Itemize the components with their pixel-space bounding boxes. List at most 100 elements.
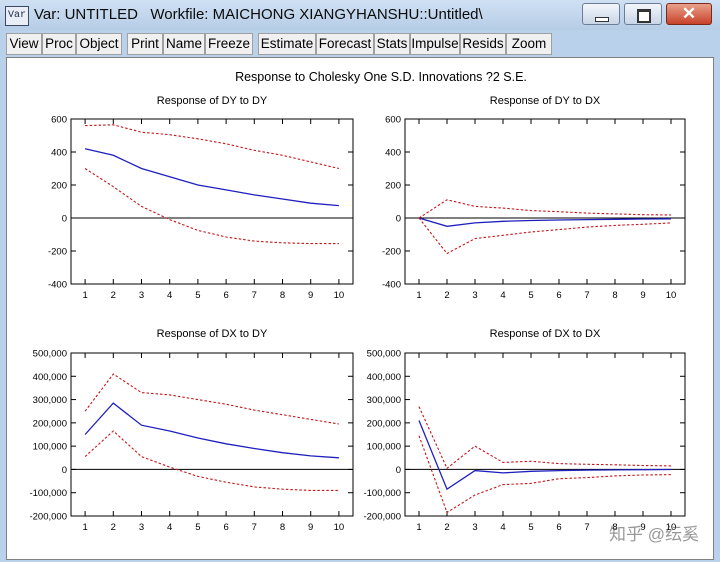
x-tick-label: 3 [139,290,144,301]
y-tick-label: 200 [51,181,67,192]
x-tick-label: 9 [640,290,645,301]
confidence-band-upper [418,406,672,470]
x-tick-label: 6 [223,290,228,301]
name-button[interactable]: Name [163,33,205,55]
x-tick-label: 2 [111,290,116,301]
x-tick-label: 9 [308,290,313,301]
eviews-var-icon[interactable]: Var [5,6,29,26]
watermark-text: 知乎 @纭奚 [609,525,699,544]
x-tick-label: 1 [82,290,87,301]
x-tick-label: 5 [528,522,533,533]
print-button[interactable]: Print [127,33,163,55]
x-tick-label: 2 [111,522,116,533]
panel-title: Response of DX to DY [157,328,268,340]
y-tick-label: 0 [62,214,67,225]
x-tick-label: 6 [223,522,228,533]
x-tick-label: 9 [640,522,645,533]
impulse-response-figure: Response to Cholesky One S.D. Innovation… [29,70,699,544]
close-button[interactable]: ✕ [666,3,712,25]
object-button[interactable]: Object [76,33,122,55]
impulse-response-line [418,217,672,227]
zoom-button[interactable]: Zoom [506,33,552,55]
x-tick-label: 4 [167,522,172,533]
minimize-button[interactable] [582,3,620,25]
x-tick-label: 8 [612,290,617,301]
y-tick-label: -400 [382,280,401,291]
plot-frame [404,118,686,285]
impulse-button[interactable]: Impulse [410,33,460,55]
x-tick-label: 2 [444,290,449,301]
y-tick-label: -200 [48,247,67,258]
y-tick-label: 400 [51,148,67,159]
y-tick-label: 0 [396,465,401,476]
estimate-button[interactable]: Estimate [258,33,316,55]
x-tick-label: 5 [195,290,200,301]
x-tick-label: 1 [82,522,87,533]
x-tick-label: 10 [334,290,345,301]
x-tick-label: 4 [500,522,505,533]
y-tick-label: 500,000 [33,349,67,360]
confidence-band-upper [418,199,672,219]
y-tick-label: 300,000 [33,395,67,406]
plot-frame [70,352,354,517]
y-tick-label: 100,000 [367,442,401,453]
maximize-button[interactable] [624,3,662,25]
x-tick-label: 5 [195,522,200,533]
proc-button[interactable]: Proc [42,33,76,55]
x-tick-label: 3 [472,522,477,533]
irf-panel-3: Response of DX to DY -200,000 -100,000 0 100… [29,328,354,533]
x-tick-label: 3 [139,522,144,533]
freeze-button[interactable]: Freeze [205,33,253,55]
impulse-response-line [84,148,339,207]
x-tick-label: 10 [666,522,677,533]
close-icon: ✕ [681,4,697,23]
y-tick-label: -200,000 [29,512,67,523]
y-tick-label: 500,000 [367,349,401,360]
panel-title: Response of DX to DX [490,328,601,340]
x-tick-label: 3 [472,290,477,301]
x-tick-label: 7 [252,290,257,301]
minimize-icon [595,17,609,22]
graph-view: Response to Cholesky One S.D. Innovation… [6,57,714,560]
window-title: Var: UNTITLED Workfile: MAICHONG XIANGYH… [34,6,483,23]
figure-title: Response to Cholesky One S.D. Innovation… [235,70,527,84]
x-tick-label: 10 [334,522,345,533]
y-tick-label: -100,000 [29,488,67,499]
y-tick-label: 200,000 [367,418,401,429]
x-tick-label: 2 [444,522,449,533]
resids-button[interactable]: Resids [460,33,506,55]
toolbar: View Proc Object Print Name Freeze Estim… [6,33,714,55]
confidence-band-lower [84,430,339,491]
title-bar: Var Var: UNTITLED Workfile: MAICHONG XIA… [0,0,720,30]
confidence-band-upper [85,124,340,170]
x-tick-label: 1 [416,522,421,533]
x-tick-label: 1 [416,290,421,301]
impulse-response-line [418,420,672,491]
stats-button[interactable]: Stats [374,33,410,55]
y-tick-label: 100,000 [33,442,67,453]
y-tick-label: 400,000 [33,372,67,383]
y-tick-label: -100,000 [363,488,401,499]
x-tick-label: 8 [612,522,617,533]
plot-frame [70,118,354,285]
panel-title: Response of DY to DX [490,95,601,107]
x-tick-label: 7 [584,290,589,301]
y-tick-label: 400 [385,148,401,159]
y-tick-label: 400,000 [367,372,401,383]
x-tick-label: 10 [666,290,677,301]
y-tick-label: 600 [385,115,401,126]
y-tick-label: 300,000 [367,395,401,406]
x-tick-label: 6 [556,522,561,533]
x-tick-label: 7 [584,522,589,533]
irf-panel-4: Response of DX to DX -200,000 -100,000 0 100… [363,328,686,533]
plot-frame [404,352,686,517]
x-tick-label: 8 [280,290,285,301]
view-button[interactable]: View [6,33,42,55]
panel-title: Response of DY to DY [157,95,268,107]
y-tick-label: -400 [48,280,67,291]
y-tick-label: -200,000 [363,512,401,523]
x-tick-label: 9 [308,522,313,533]
x-tick-label: 5 [528,290,533,301]
y-tick-label: 600 [51,115,67,126]
forecast-button[interactable]: Forecast [316,33,374,55]
